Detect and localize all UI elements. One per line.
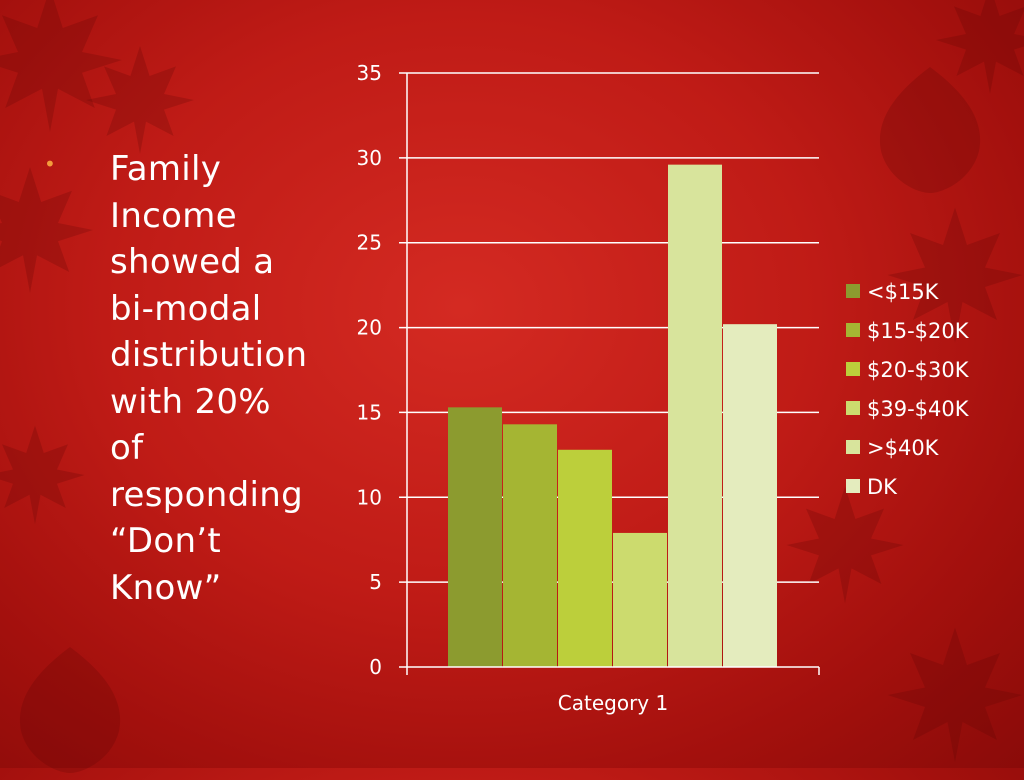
y-tick-label: 25 xyxy=(357,231,382,255)
legend-swatch xyxy=(846,284,860,298)
y-tick-label: 10 xyxy=(357,485,382,509)
bullet-line: of xyxy=(110,428,144,468)
bullet-line: responding xyxy=(110,474,303,515)
oak-leaf-decor-icon xyxy=(19,647,121,773)
legend-swatch xyxy=(846,440,860,454)
bullet-line: Income xyxy=(110,195,237,236)
y-tick-label: 30 xyxy=(357,146,382,170)
legend-label: >$40K xyxy=(867,436,940,460)
maple-leaf-decor-icon xyxy=(0,167,93,293)
bullet-dot-icon: • xyxy=(44,152,56,176)
bullet-line: Know” xyxy=(110,567,222,608)
maple-leaf-decor-icon xyxy=(887,207,1023,343)
legend-swatch xyxy=(846,362,860,376)
legend-swatch xyxy=(846,323,860,337)
legend-swatch xyxy=(846,401,860,415)
bar xyxy=(448,407,502,667)
oak-leaf-decor-icon xyxy=(879,67,981,193)
bullet-line: Family xyxy=(110,149,222,189)
maple-leaf-decor-icon xyxy=(936,0,1024,94)
maple-leaf-decor-icon xyxy=(887,627,1023,763)
bullet-line: showed a xyxy=(110,242,275,282)
maple-leaf-decor-icon xyxy=(786,486,904,604)
x-tick-labels: Category 1 xyxy=(558,691,668,715)
bullet-text: Family Income showed a bi-modal distribution… xyxy=(110,146,350,611)
axes xyxy=(399,73,820,675)
y-tick-label: 35 xyxy=(357,61,382,85)
bar xyxy=(503,424,557,667)
x-tick-label: Category 1 xyxy=(558,691,668,715)
bullet-line: “Don’t xyxy=(110,521,222,561)
bars xyxy=(448,164,777,667)
maple-leaf-decor-icon xyxy=(0,0,122,132)
bar xyxy=(613,532,667,667)
legend: <$15K $15-$20K $20-$30K $39-$40K >$40K DK xyxy=(846,280,970,499)
bullet-line: distribution xyxy=(110,335,308,375)
y-tick-labels: 0 5 10 15 20 25 30 35 xyxy=(357,61,382,679)
bullet-line: with 20% xyxy=(110,381,271,422)
legend-label: $15-$20K xyxy=(867,319,970,343)
legend-label: $39-$40K xyxy=(867,397,970,421)
bar xyxy=(723,324,777,667)
y-tick-label: 15 xyxy=(357,400,382,424)
y-tick-label: 5 xyxy=(369,570,382,594)
maple-leaf-decor-icon xyxy=(86,46,194,154)
bar xyxy=(558,449,612,667)
legend-label: <$15K xyxy=(867,280,940,304)
maple-leaf-decor-icon xyxy=(0,425,85,525)
bullet-line: bi-modal xyxy=(110,288,262,329)
legend-swatch xyxy=(846,479,860,493)
bar xyxy=(668,164,722,667)
y-tick-label: 0 xyxy=(369,655,382,679)
legend-label: $20-$30K xyxy=(867,358,970,382)
y-tick-label: 20 xyxy=(357,316,382,340)
legend-label: DK xyxy=(867,475,898,499)
